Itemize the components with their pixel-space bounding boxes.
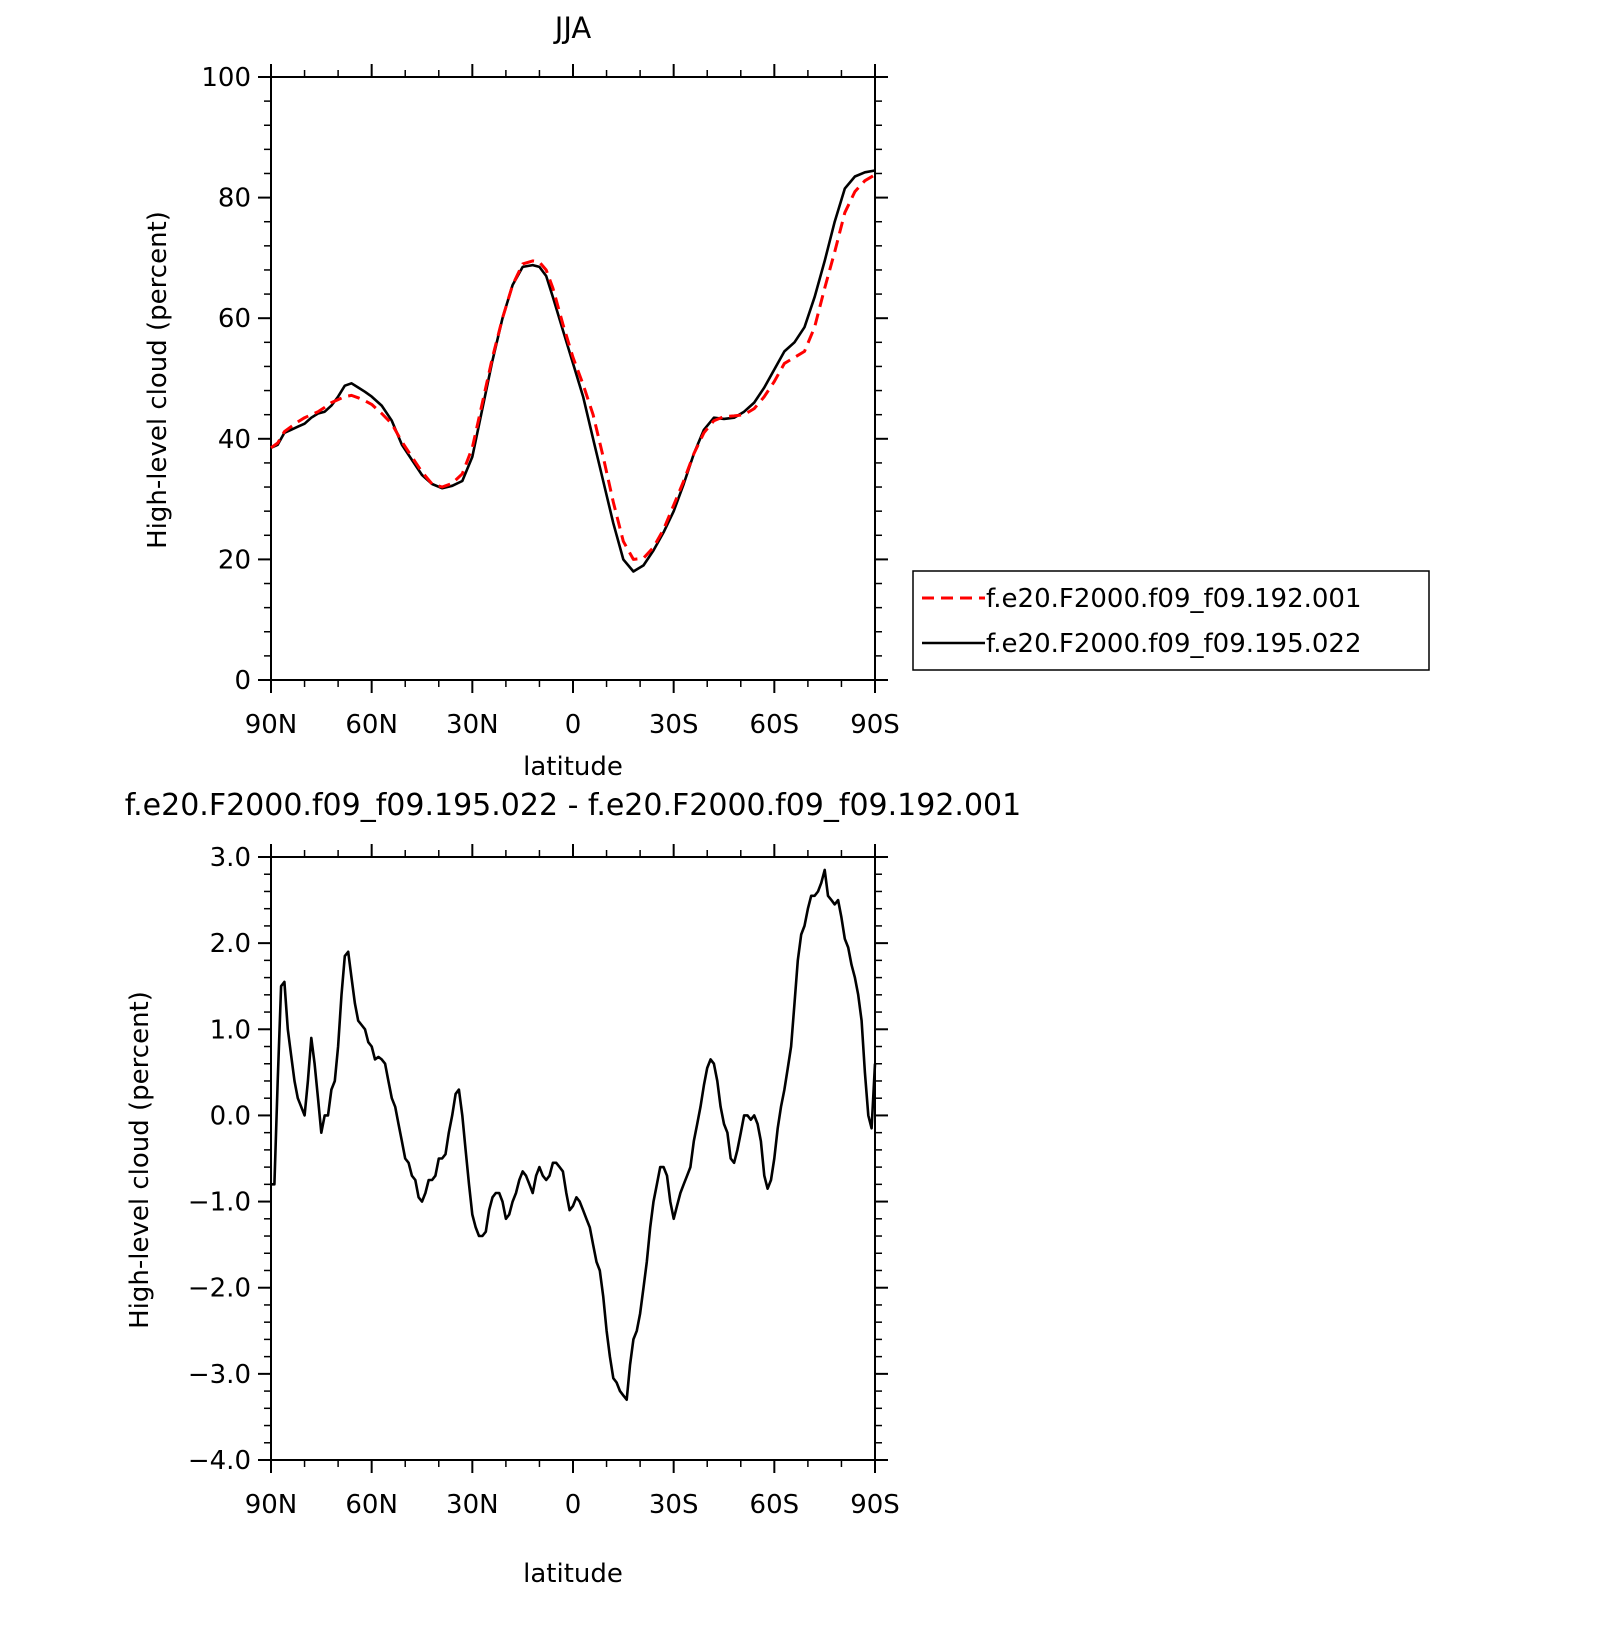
bottom-panel: f.e20.F2000.f09_f09.195.022 - f.e20.F200… (125, 788, 1021, 1589)
bottom-y-tick-label: 1.0 (210, 1015, 251, 1045)
top-x-tick-label: 60N (345, 710, 398, 740)
bottom-x-axis-label: latitude (523, 1559, 623, 1589)
legend-entry-195-022: f.e20.F2000.f09_f09.195.022 (986, 629, 1362, 659)
bottom-y-tick-label: 0.0 (210, 1101, 251, 1131)
top-series-line-0 (270, 173, 876, 561)
top-x-tick-label: 30S (649, 710, 699, 740)
bottom-plot-frame (270, 856, 876, 1461)
bottom-x-tick-label: 30N (446, 1490, 499, 1520)
top-x-axis-label: latitude (523, 752, 623, 782)
bottom-y-tick-label: 2.0 (210, 929, 251, 959)
top-series-line-1 (270, 169, 876, 573)
bottom-x-tick-label: 0 (565, 1490, 582, 1520)
top-y-tick-label: 100 (201, 63, 251, 93)
top-y-tick-label: 0 (234, 666, 251, 696)
bottom-x-tick-label: 60N (345, 1490, 398, 1520)
bottom-axis-ticks: 90N 60N 30N 0 30S 60S 90S −4.0 −3.0 −2.0 −1.0 0.0 1.… (188, 843, 900, 1520)
top-y-tick-label: 20 (218, 545, 251, 575)
bottom-series-line-0 (271, 868, 877, 1401)
top-y-tick-label: 40 (218, 425, 251, 455)
top-x-tick-label: 30N (446, 710, 499, 740)
bottom-y-tick-label: −3.0 (188, 1360, 251, 1390)
bottom-x-tick-label: 90S (850, 1490, 900, 1520)
top-chart-title: JJA (553, 11, 592, 45)
legend-entry-192-001: f.e20.F2000.f09_f09.192.001 (986, 584, 1362, 614)
bottom-y-axis-label: High-level cloud (percent) (125, 991, 155, 1329)
top-plot-frame (270, 76, 876, 681)
top-x-tick-label: 90S (850, 710, 900, 740)
top-y-tick-label: 80 (218, 184, 251, 214)
legend: f.e20.F2000.f09_f09.192.001 f.e20.F2000.… (912, 570, 1430, 671)
bottom-x-tick-label: 90N (245, 1490, 298, 1520)
top-x-tick-label: 0 (565, 710, 582, 740)
bottom-y-tick-label: −2.0 (188, 1274, 251, 1304)
top-y-axis-label: High-level cloud (percent) (143, 211, 173, 549)
bottom-y-tick-label: 3.0 (210, 843, 251, 873)
top-y-tick-label: 60 (218, 304, 251, 334)
bottom-chart-title: f.e20.F2000.f09_f09.195.022 - f.e20.F200… (125, 788, 1021, 823)
top-x-tick-label: 60S (750, 710, 800, 740)
top-axis-ticks: 90N 60N 30N 0 30S 60S 90S 0 20 40 60 80 100 (201, 63, 899, 740)
bottom-x-tick-label: 60S (750, 1490, 800, 1520)
bottom-y-tick-label: −4.0 (188, 1446, 251, 1476)
top-panel: JJA 90N 60N 30N 0 30S 60S 90S 0 20 40 60 80 100 lati… (143, 11, 1430, 782)
bottom-series-lines (271, 868, 877, 1401)
legend-box (912, 570, 1430, 671)
bottom-y-tick-label: −1.0 (188, 1188, 251, 1218)
top-x-tick-label: 90N (245, 710, 298, 740)
top-series-lines (270, 169, 876, 573)
bottom-x-tick-label: 30S (649, 1490, 699, 1520)
